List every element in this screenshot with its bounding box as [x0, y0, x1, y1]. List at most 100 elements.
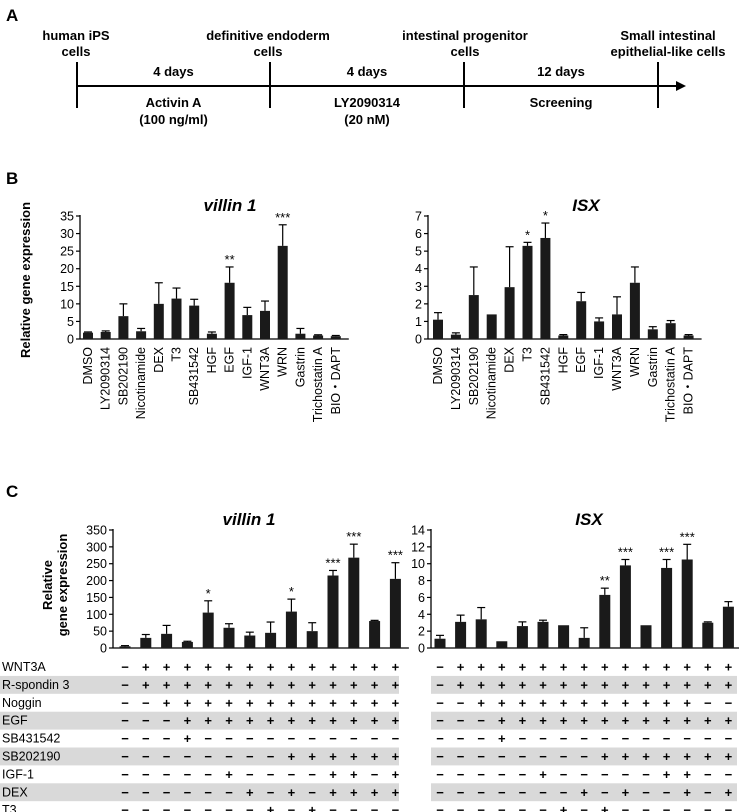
panel-letter-c: C — [6, 482, 18, 501]
treatment-sign: − — [436, 731, 444, 746]
bar — [348, 557, 360, 648]
treatment-sign: − — [519, 731, 527, 746]
treatment-sign: − — [560, 767, 568, 782]
treatment-sign: − — [121, 731, 129, 746]
treatment-sign: + — [622, 713, 630, 728]
treatment-sign: − — [519, 749, 527, 764]
x-category-label: EGF — [574, 347, 588, 373]
treatment-sign: + — [683, 749, 691, 764]
timeline-stage-label: epithelial-like cells — [611, 44, 726, 59]
treatment-sign: + — [539, 660, 547, 675]
treatment-sign: + — [498, 695, 506, 710]
treatment-sign: − — [601, 731, 609, 746]
treatment-sign: + — [601, 660, 609, 675]
treatment-sign: + — [204, 660, 212, 675]
bar — [640, 625, 652, 648]
treatment-sign: + — [580, 785, 588, 800]
treatment-sign: + — [683, 695, 691, 710]
treatment-sign: − — [498, 785, 506, 800]
treatment-sign: − — [371, 767, 379, 782]
x-category-label: HGF — [205, 347, 219, 374]
treatment-sign: − — [477, 767, 485, 782]
treatment-sign: − — [457, 749, 465, 764]
treatment-sign: − — [704, 803, 712, 812]
treatment-sign: + — [392, 713, 400, 728]
treatment-sign: − — [704, 767, 712, 782]
chart-c-villin: villin 1 Relative gene expression 0 50 100 150… — [40, 510, 409, 656]
treatment-sign: − — [163, 713, 171, 728]
y-tick-label: 0 — [100, 642, 107, 656]
treatment-sign: + — [683, 713, 691, 728]
treatment-sign: + — [663, 677, 671, 692]
treatment-sign: − — [580, 803, 588, 812]
treatment-sign: + — [308, 713, 316, 728]
treatment-sign: − — [622, 803, 630, 812]
treatment-sign: + — [350, 713, 358, 728]
bar — [619, 565, 631, 648]
treatment-sign: + — [267, 695, 275, 710]
bar — [612, 314, 622, 339]
row-band — [431, 711, 737, 730]
treatment-sign: − — [560, 749, 568, 764]
treatment-sign: − — [184, 803, 192, 812]
treatment-sign: − — [539, 731, 547, 746]
treatment-sign: − — [457, 785, 465, 800]
treatment-sign: − — [267, 731, 275, 746]
treatment-sign: − — [560, 785, 568, 800]
treatment-sign: − — [225, 749, 233, 764]
treatment-sign: + — [371, 785, 379, 800]
treatment-sign: − — [225, 803, 233, 812]
treatment-sign: − — [725, 731, 733, 746]
treatment-sign: − — [225, 785, 233, 800]
treatment-sign: + — [288, 749, 296, 764]
treatment-sign: + — [601, 713, 609, 728]
treatment-sign: + — [498, 677, 506, 692]
treatment-sign: − — [163, 731, 171, 746]
row-band — [0, 783, 399, 802]
treatment-sign: − — [457, 767, 465, 782]
bar — [369, 621, 381, 648]
treatment-sign: − — [308, 767, 316, 782]
treatment-sign: − — [142, 713, 150, 728]
treatment-sign: − — [436, 767, 444, 782]
treatment-sign: + — [308, 803, 316, 812]
treatment-sign: + — [267, 803, 275, 812]
treatment-sign: + — [498, 660, 506, 675]
treatment-sign: − — [308, 731, 316, 746]
y-tick-label: 5 — [415, 245, 422, 259]
treatment-sign: − — [539, 803, 547, 812]
treatment-sign: − — [246, 749, 254, 764]
treatment-sign: + — [601, 749, 609, 764]
treatment-sign: + — [308, 660, 316, 675]
treatment-sign: − — [477, 731, 485, 746]
treatment-sign: + — [580, 713, 588, 728]
treatment-sign: + — [725, 677, 733, 692]
treatment-sign: + — [622, 660, 630, 675]
treatment-sign: − — [436, 785, 444, 800]
bar — [683, 335, 694, 339]
treatment-sign: − — [663, 803, 671, 812]
treatment-sign: + — [225, 695, 233, 710]
treatment-sign: + — [329, 677, 337, 692]
treatment-sign: + — [663, 660, 671, 675]
y-tick-label: 8 — [418, 574, 425, 588]
y-axis-label: gene expression — [55, 534, 70, 637]
chart-b-isx: ISX 0 1 2 3 4 5 6 7 * * DMSO LY2090314 SB202190 Nicoti… — [415, 196, 702, 422]
y-tick-label: 10 — [411, 557, 425, 571]
treatment-sign: − — [121, 677, 129, 692]
bar — [665, 323, 676, 339]
treatment-sign: − — [704, 785, 712, 800]
y-tick-label: 100 — [86, 608, 107, 622]
treatment-sign: + — [663, 695, 671, 710]
treatment-sign: + — [622, 785, 630, 800]
y-tick-label: 300 — [86, 540, 107, 554]
x-category-label: WNT3A — [258, 346, 272, 390]
treatment-sign: − — [498, 803, 506, 812]
significance-label: ** — [225, 252, 235, 267]
treatment-sign: − — [288, 767, 296, 782]
treatment-sign: − — [436, 803, 444, 812]
bar — [702, 622, 714, 648]
x-category-label: BIO・DAPT — [682, 347, 696, 415]
treatment-sign: + — [184, 677, 192, 692]
